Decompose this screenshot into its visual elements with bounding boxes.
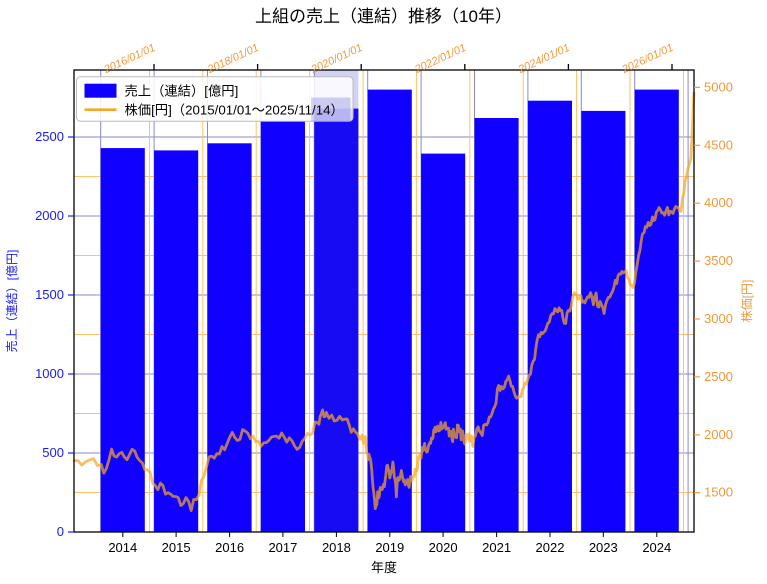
svg-text:2000: 2000 bbox=[704, 427, 733, 442]
svg-text:2500: 2500 bbox=[704, 369, 733, 384]
svg-text:2015: 2015 bbox=[162, 540, 191, 555]
svg-text:2018: 2018 bbox=[322, 540, 351, 555]
svg-text:2024: 2024 bbox=[642, 540, 671, 555]
svg-text:1500: 1500 bbox=[704, 485, 733, 500]
svg-text:上組の売上（連結）推移（10年）: 上組の売上（連結）推移（10年） bbox=[255, 7, 512, 26]
svg-text:500: 500 bbox=[42, 445, 64, 460]
svg-text:2023: 2023 bbox=[589, 540, 618, 555]
svg-text:売上（連結）[億円]: 売上（連結）[億円] bbox=[125, 84, 239, 99]
svg-text:5000: 5000 bbox=[704, 79, 733, 94]
svg-text:1500: 1500 bbox=[35, 287, 64, 302]
svg-text:2000: 2000 bbox=[35, 208, 64, 223]
svg-text:2017: 2017 bbox=[268, 540, 297, 555]
svg-text:3000: 3000 bbox=[704, 311, 733, 326]
svg-text:2022: 2022 bbox=[536, 540, 565, 555]
svg-text:株価[円]（2015/01/01～2025/11/14）: 株価[円]（2015/01/01～2025/11/14） bbox=[125, 103, 344, 118]
svg-text:2020: 2020 bbox=[429, 540, 458, 555]
svg-text:4000: 4000 bbox=[704, 195, 733, 210]
svg-text:2016: 2016 bbox=[215, 540, 244, 555]
svg-text:売上（連結）[億円]: 売上（連結）[億円] bbox=[4, 250, 19, 353]
svg-text:0: 0 bbox=[57, 524, 64, 539]
svg-text:2500: 2500 bbox=[35, 129, 64, 144]
svg-text:4500: 4500 bbox=[704, 137, 733, 152]
svg-text:株価[円]: 株価[円] bbox=[739, 280, 754, 323]
svg-text:1000: 1000 bbox=[35, 366, 64, 381]
svg-text:3500: 3500 bbox=[704, 253, 733, 268]
svg-text:2019: 2019 bbox=[375, 540, 404, 555]
svg-text:2021: 2021 bbox=[482, 540, 511, 555]
svg-text:年度: 年度 bbox=[371, 560, 397, 575]
svg-text:2014: 2014 bbox=[108, 540, 137, 555]
